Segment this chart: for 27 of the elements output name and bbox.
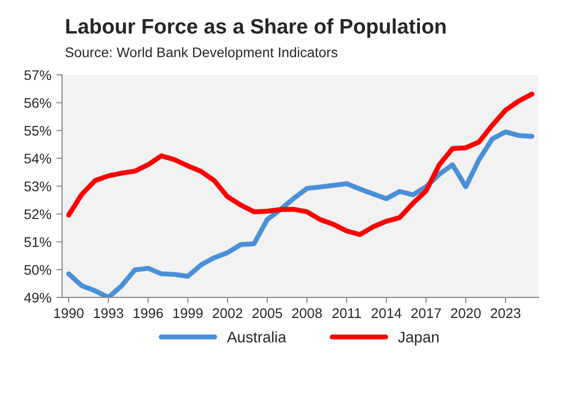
x-tick-label: 2023 <box>490 308 520 318</box>
y-tick-label: 55% <box>24 126 52 136</box>
y-tick-label: 50% <box>24 264 52 275</box>
x-tick-label: 2020 <box>451 308 481 318</box>
x-tick-label: 2017 <box>411 308 441 318</box>
y-tick-label: 49% <box>24 292 52 303</box>
y-tick-label: 54% <box>24 154 52 164</box>
y-tick-label: 53% <box>24 182 52 192</box>
x-tick-label: 2005 <box>252 308 282 318</box>
y-tick-label: 51% <box>24 237 52 247</box>
line-series <box>66 92 534 238</box>
x-tick-label: 1993 <box>94 308 124 318</box>
chart-subtitle: Source: World Bank Development Indicators <box>65 47 338 60</box>
y-tick-label: 52% <box>24 209 52 220</box>
chart-title: Labour Force as a Share of Population <box>66 18 446 38</box>
x-tick-label: 2008 <box>292 308 322 318</box>
legend-label: Australia <box>226 331 286 342</box>
x-tick-label: 2014 <box>372 308 402 318</box>
x-tick-label: 2011 <box>332 308 361 318</box>
y-tick-label: 56% <box>24 98 52 108</box>
x-tick-label: 1999 <box>173 308 203 318</box>
line-series <box>66 129 534 298</box>
x-tick-label: 1996 <box>134 308 163 318</box>
legend-label: Japan <box>398 332 438 346</box>
x-tick-label: 1990 <box>54 308 84 318</box>
y-tick-label: 57% <box>24 70 52 80</box>
x-tick-label: 2002 <box>212 308 242 318</box>
